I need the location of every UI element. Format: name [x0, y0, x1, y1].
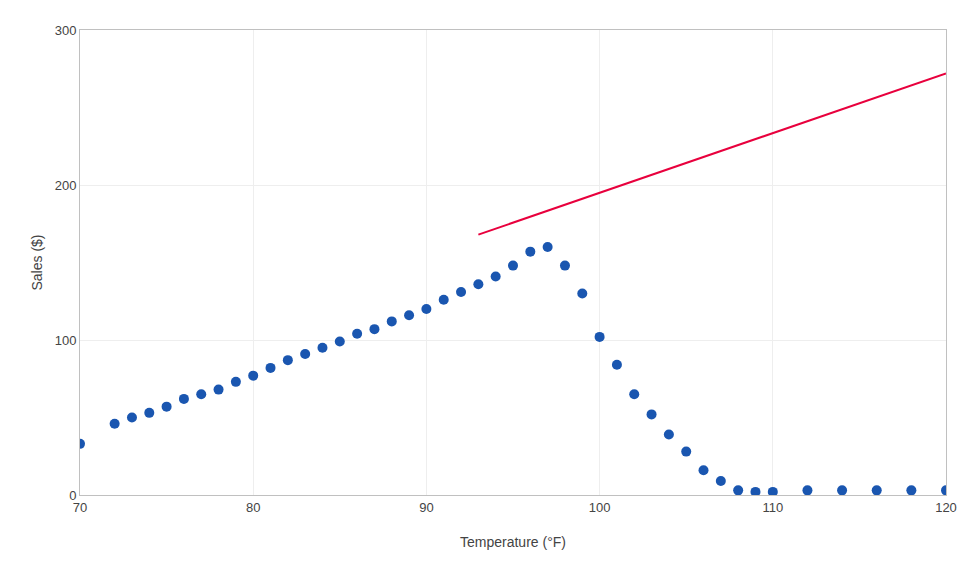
svg-text:Sales ($): Sales ($): [29, 234, 45, 290]
svg-text:90: 90: [419, 500, 433, 515]
svg-text:70: 70: [73, 500, 87, 515]
svg-text:300: 300: [55, 23, 77, 38]
svg-text:0: 0: [69, 488, 76, 503]
svg-text:Temperature (°F): Temperature (°F): [460, 534, 566, 550]
svg-text:100: 100: [589, 500, 611, 515]
svg-text:120: 120: [935, 500, 957, 515]
svg-text:80: 80: [246, 500, 260, 515]
svg-text:100: 100: [55, 333, 77, 348]
svg-text:200: 200: [55, 178, 77, 193]
svg-text:110: 110: [762, 500, 783, 515]
